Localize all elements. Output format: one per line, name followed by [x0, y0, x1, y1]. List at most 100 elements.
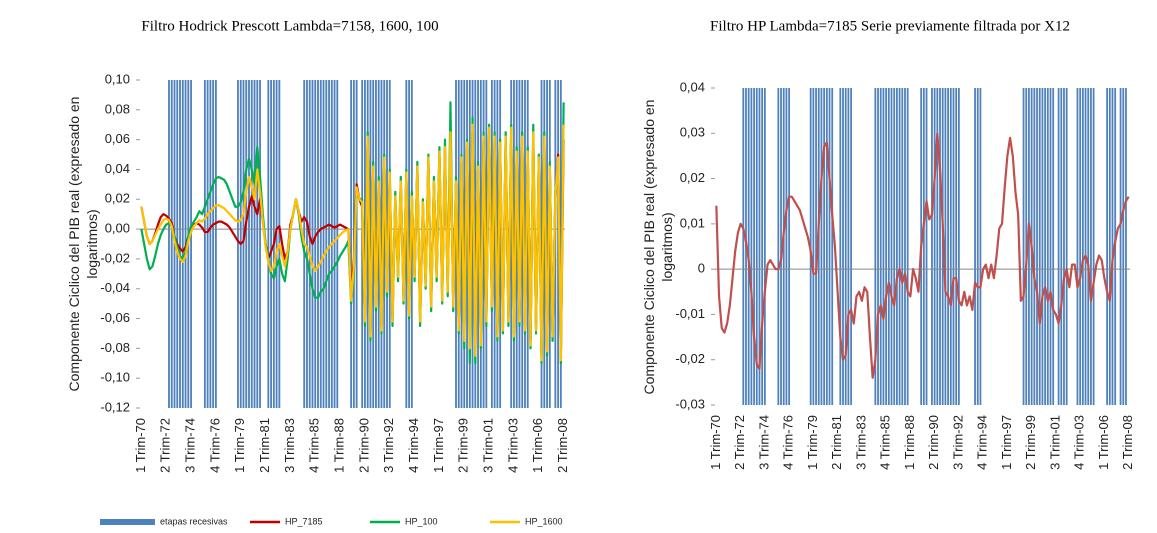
legend-swatch	[100, 519, 155, 525]
series-line	[140, 123, 565, 362]
recession-bar	[253, 80, 256, 408]
recession-bar	[1084, 88, 1087, 405]
recession-bar	[839, 88, 842, 405]
recession-bar	[1122, 88, 1125, 405]
recession-bar	[275, 80, 278, 408]
recession-bar	[482, 80, 485, 408]
recession-bar	[825, 88, 828, 405]
recession-bar	[1033, 88, 1036, 405]
recession-bar	[842, 88, 844, 405]
recession-bar	[823, 88, 826, 405]
y-tick-label: -0,02	[675, 351, 705, 366]
x-tick-label: 1 Trim-70	[708, 415, 723, 470]
recession-bar	[460, 80, 463, 408]
recession-bar	[828, 88, 831, 405]
chart-title: Filtro Hodrick Prescott Lambda=7158, 160…	[141, 18, 438, 34]
recession-bar	[1041, 88, 1044, 405]
y-tick-label: 0,08	[105, 101, 130, 116]
y-tick-label: 0,02	[680, 170, 705, 185]
y-axis-label: Componente Ciclico del PIB real (expresa…	[641, 99, 675, 394]
recession-bar	[1036, 88, 1038, 405]
recession-bar	[753, 88, 755, 405]
recession-bar	[974, 88, 976, 405]
recession-bar	[761, 88, 764, 405]
recession-bar	[1111, 88, 1114, 405]
x-tick-label: 1 Trim-79	[232, 418, 247, 473]
x-tick-label: 2 Trim-90	[356, 418, 371, 473]
recession-bar	[747, 88, 750, 405]
recession-bar	[405, 80, 408, 408]
x-tick-label: 2 Trim-08	[555, 418, 570, 473]
recession-bar	[513, 80, 515, 408]
recession-bar	[957, 88, 960, 405]
recession-bar	[364, 80, 366, 408]
recession-bar	[322, 80, 325, 408]
recession-bar	[1038, 88, 1041, 405]
x-tick-label: 4 Trim-76	[207, 418, 222, 473]
y-tick-label: -0,08	[100, 340, 130, 355]
y-tick-label: -0,03	[675, 396, 705, 411]
recession-bar	[755, 88, 758, 405]
recession-bar	[758, 88, 761, 405]
recession-bar	[521, 80, 524, 408]
recession-bar	[820, 88, 823, 405]
recession-bar	[931, 88, 933, 405]
recession-bar	[388, 80, 391, 408]
recession-bar	[336, 80, 339, 408]
recession-bar	[325, 80, 328, 408]
recession-bar	[214, 80, 217, 408]
recession-bar	[939, 88, 941, 405]
recession-bar	[477, 80, 479, 408]
recession-bar	[206, 80, 209, 408]
recession-bar	[328, 80, 330, 408]
recession-bar	[788, 88, 790, 405]
recession-bar	[1065, 88, 1068, 405]
recession-bar	[463, 80, 466, 408]
recession-bar	[524, 80, 526, 408]
recession-bar	[952, 88, 955, 405]
y-tick-label: 0,04	[680, 79, 705, 94]
legend-label: HP_100	[405, 516, 438, 526]
x-tick-label: 3 Trim-92	[950, 415, 965, 470]
y-tick-label: -0,04	[100, 280, 130, 295]
recession-bar	[557, 80, 560, 408]
recession-bar	[546, 80, 548, 408]
recession-bar	[245, 80, 248, 408]
recession-bar	[1044, 88, 1047, 405]
recession-bar	[898, 88, 901, 405]
recession-bar	[203, 80, 206, 408]
recession-bar	[904, 88, 906, 405]
series-line	[715, 132, 1130, 379]
recession-bar	[847, 88, 850, 405]
x-tick-label: 3 Trim-74	[756, 415, 771, 470]
recession-bar	[955, 88, 958, 405]
recession-bar	[314, 80, 317, 408]
recession-bar	[333, 80, 336, 408]
recession-bar	[1090, 88, 1092, 405]
recession-bar	[874, 88, 877, 405]
y-tick-label: 0,10	[105, 71, 130, 86]
x-tick-label: 2 Trim-08	[1120, 415, 1135, 470]
x-tick-label: 2 Trim-81	[257, 418, 272, 473]
recession-bar	[947, 88, 949, 405]
x-tick-label: 3 Trim-74	[182, 418, 197, 473]
recession-bar	[377, 80, 380, 408]
x-tick-label: 1 Trim-97	[431, 418, 446, 473]
recession-bar	[1052, 88, 1055, 405]
y-tick-label: -0,10	[100, 370, 130, 385]
y-tick-label: 0,00	[105, 221, 130, 236]
recession-bar	[1057, 88, 1060, 405]
recession-bar	[259, 80, 261, 408]
x-tick-label: 1 Trim-06	[530, 418, 545, 473]
recession-bar	[1119, 88, 1122, 405]
recession-bar	[1028, 88, 1030, 405]
recession-bar	[879, 88, 882, 405]
recession-bar	[979, 88, 982, 405]
recession-bar	[369, 80, 372, 408]
recession-bar	[170, 80, 173, 408]
legend-label: etapas recesivas	[160, 516, 228, 526]
recession-bar	[906, 88, 909, 405]
recession-bar	[540, 80, 543, 408]
recession-bar	[817, 88, 820, 405]
recession-bar	[181, 80, 184, 408]
